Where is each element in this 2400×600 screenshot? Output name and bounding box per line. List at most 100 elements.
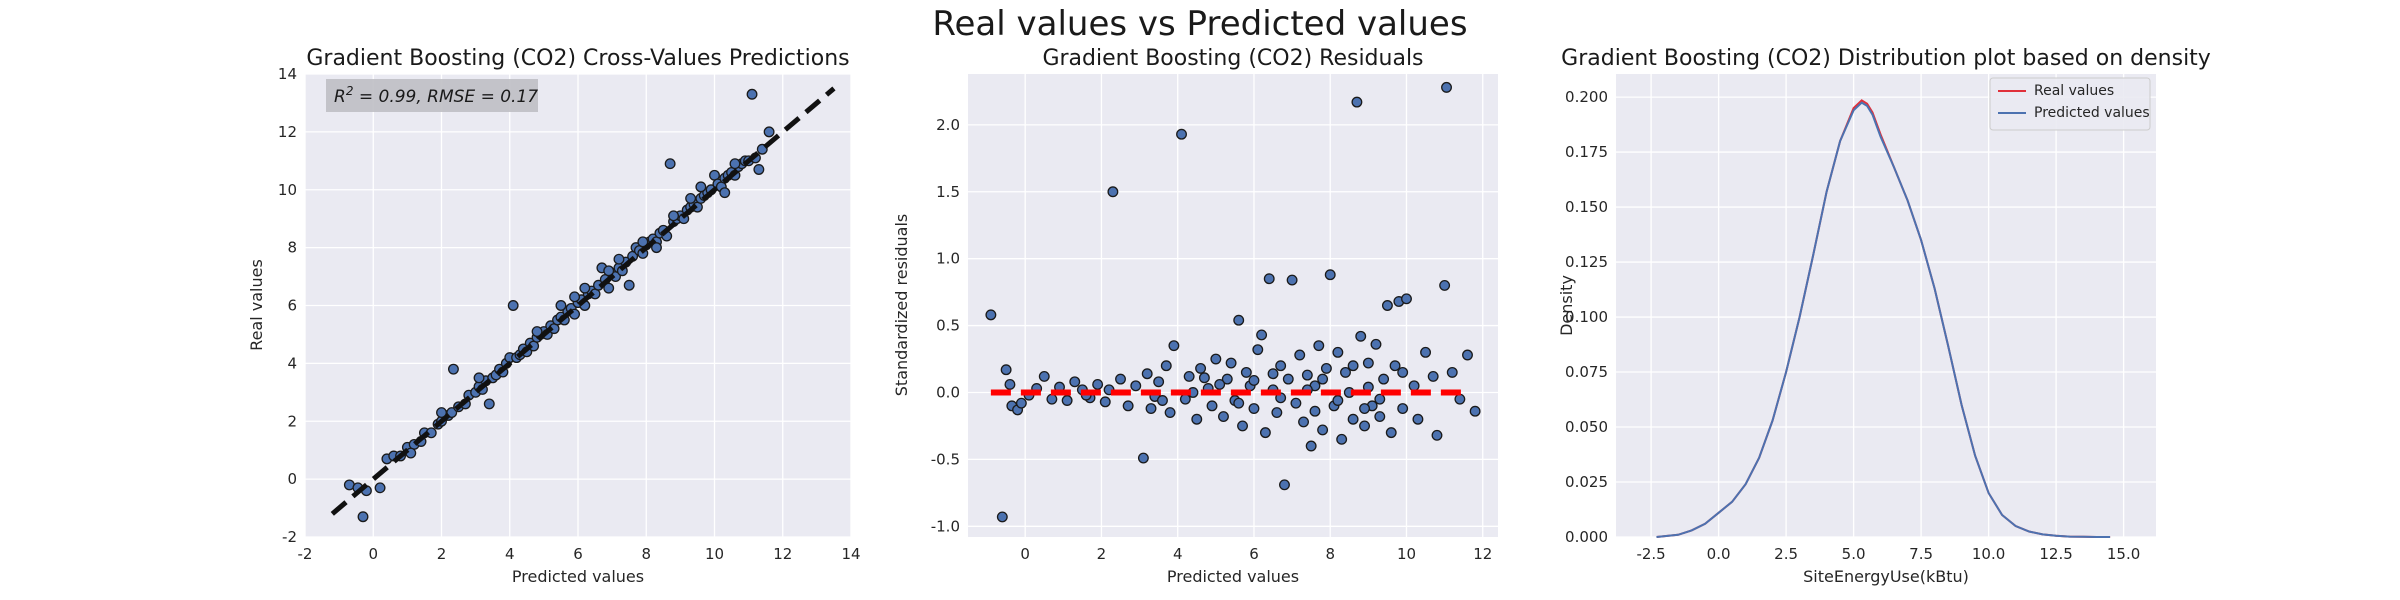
data-point xyxy=(555,300,567,311)
data-point xyxy=(1439,279,1451,291)
y-axis-label: Density xyxy=(1560,275,1576,336)
data-point xyxy=(1332,395,1344,406)
data-point xyxy=(1061,395,1073,406)
x-axis-label: SiteEnergyUse(kBtu) xyxy=(1803,567,1969,586)
data-point xyxy=(729,158,741,170)
y-tick-label: 0.175 xyxy=(1565,143,1608,161)
data-point xyxy=(1038,370,1050,382)
data-point xyxy=(1298,416,1309,428)
data-point xyxy=(1153,376,1165,388)
data-point xyxy=(1157,395,1168,406)
data-point xyxy=(1294,349,1306,361)
y-tick-label: 0.100 xyxy=(1565,308,1608,326)
y-tick-label: 0.050 xyxy=(1565,418,1608,436)
x-tick-label: -2 xyxy=(298,545,313,563)
data-point xyxy=(1313,340,1325,352)
data-point xyxy=(1301,369,1313,381)
data-point xyxy=(1351,96,1363,108)
density-chart: Gradient Boosting (CO2) Distribution plo… xyxy=(1560,46,2211,586)
data-point xyxy=(1397,403,1409,414)
data-point xyxy=(1454,393,1466,405)
data-point xyxy=(1317,424,1329,436)
metrics-annotation: R2 = 0.99, RMSE = 0.17 xyxy=(334,84,538,107)
x-tick-label: 12.5 xyxy=(2039,545,2072,563)
data-point xyxy=(1107,186,1119,198)
data-point xyxy=(1160,360,1172,372)
data-point xyxy=(1374,411,1386,423)
data-point xyxy=(1137,452,1149,464)
axes-background xyxy=(968,74,1498,537)
figure-title: Real values vs Predicted values xyxy=(932,4,1468,44)
data-point xyxy=(1359,420,1370,432)
data-point xyxy=(1004,379,1016,390)
data-point xyxy=(1176,128,1187,140)
y-tick-label: 10 xyxy=(278,181,297,199)
x-tick-label: 12 xyxy=(1473,545,1492,563)
data-point xyxy=(1122,400,1134,412)
data-point xyxy=(1362,357,1374,369)
data-point xyxy=(1462,349,1473,361)
y-tick-label: 0.150 xyxy=(1565,198,1608,216)
y-axis-label: Standardized residuals xyxy=(892,214,911,396)
legend-label: Real values xyxy=(2034,83,2114,99)
data-point xyxy=(1263,273,1275,285)
x-tick-label: 4 xyxy=(505,545,515,563)
chart-title: Gradient Boosting (CO2) Cross-Values Pre… xyxy=(306,46,849,71)
data-point xyxy=(1168,340,1180,352)
data-point xyxy=(668,210,680,222)
data-point xyxy=(1145,403,1157,414)
x-tick-label: 10 xyxy=(1397,545,1416,563)
data-point xyxy=(1282,373,1294,385)
x-axis-label: Predicted values xyxy=(512,567,644,586)
x-tick-label: 14 xyxy=(841,545,860,563)
data-point xyxy=(753,164,765,175)
cross-values-chart: Gradient Boosting (CO2) Cross-Values Pre… xyxy=(247,46,860,586)
data-point xyxy=(1446,366,1458,378)
data-point xyxy=(483,398,495,410)
residuals-chart: Gradient Boosting (CO2) Residuals 0 2 4 6 8 1… xyxy=(892,46,1498,586)
legend-label: Predicted values xyxy=(2034,105,2150,121)
data-point xyxy=(603,265,615,277)
data-point xyxy=(1290,397,1302,409)
data-point xyxy=(1336,433,1348,445)
x-tick-label: 6 xyxy=(1249,545,1259,563)
x-tick-label: 5.0 xyxy=(1842,545,1866,563)
data-point xyxy=(1046,393,1058,405)
data-point xyxy=(1252,344,1264,356)
data-point xyxy=(1324,269,1336,281)
y-axis-label: Real values xyxy=(247,259,266,351)
data-point xyxy=(1340,366,1351,378)
data-point xyxy=(569,291,581,303)
data-point xyxy=(1206,400,1218,412)
y-tick-label: -0.5 xyxy=(931,450,960,468)
y-tick-label: 14 xyxy=(278,65,297,83)
data-point xyxy=(1347,360,1359,372)
x-tick-label: 8 xyxy=(1325,545,1335,563)
data-point xyxy=(1240,366,1252,378)
data-point xyxy=(1218,411,1229,423)
plot-area: -2.5 0.0 2.5 5.0 7.5 10.0 12.5 15.0 0.000 0.025 0.… xyxy=(1565,74,2156,563)
chart-title: Gradient Boosting (CO2) Residuals xyxy=(1042,46,1423,71)
annotation-box xyxy=(326,79,538,112)
data-point xyxy=(1275,360,1287,372)
y-tick-label: 2 xyxy=(287,412,297,430)
data-point xyxy=(1385,427,1397,439)
data-point xyxy=(1115,373,1126,385)
data-point xyxy=(746,88,758,100)
data-point xyxy=(1198,372,1210,384)
data-point xyxy=(763,126,775,138)
ideal-fit-line xyxy=(330,86,836,516)
y-tick-label: 1.5 xyxy=(936,183,960,201)
data-point xyxy=(651,242,662,254)
y-tick-label: 1.0 xyxy=(936,250,960,268)
data-point xyxy=(1359,403,1370,414)
data-point xyxy=(1141,368,1153,380)
data-point xyxy=(1092,379,1104,390)
data-point xyxy=(1210,353,1222,365)
data-point xyxy=(623,279,635,291)
data-point xyxy=(579,282,591,294)
data-point xyxy=(1397,366,1409,378)
predicted-values-curve xyxy=(1656,101,2111,538)
data-point xyxy=(1183,370,1195,382)
data-point xyxy=(1191,413,1203,425)
